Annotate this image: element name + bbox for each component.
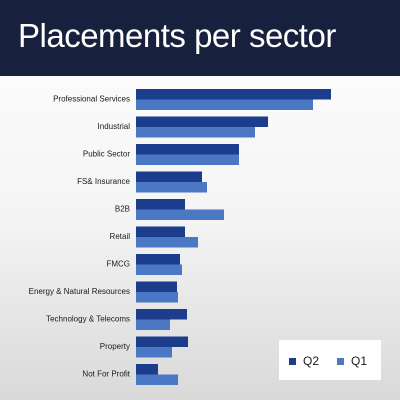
bar-q1-public-sector [136,154,239,165]
category-label-professional-services: Professional Services [53,95,130,104]
category-label-fmcg: FMCG [106,260,130,269]
category-label-public-sector: Public Sector [83,150,130,159]
legend-item-q1: Q1 [337,354,367,368]
bar-q1-technology-telecoms [136,319,170,330]
bar-q1-not-for-profit [136,374,178,385]
bar-q1-energy-natural-resources [136,292,178,303]
category-label-fs-insurance: FS& Insurance [77,177,130,186]
bar-q1-fs-insurance [136,182,207,193]
bar-q2-not-for-profit [136,364,158,375]
category-label-retail: Retail [110,232,131,241]
bar-q2-fmcg [136,254,180,265]
bar-q2-industrial [136,116,268,127]
bar-q2-public-sector [136,144,239,155]
legend: Q2 Q1 [279,340,381,380]
bar-q2-professional-services [136,89,331,100]
bar-q2-energy-natural-resources [136,281,177,292]
category-label-energy-natural-resources: Energy & Natural Resources [29,287,130,296]
bar-q1-fmcg [136,264,182,275]
category-label-not-for-profit: Not For Profit [82,370,130,379]
bar-q2-technology-telecoms [136,309,187,320]
category-label-property: Property [100,342,130,351]
bar-q1-industrial [136,127,255,138]
bar-q2-retail [136,226,185,237]
chart-title: Placements per sector [18,17,336,54]
legend-item-q2: Q2 [289,354,319,368]
category-label-technology-telecoms: Technology & Telecoms [46,315,130,324]
bar-q1-retail [136,237,198,248]
legend-label-q2: Q2 [303,354,320,368]
legend-swatch-q1 [337,357,344,365]
legend-swatch-q2 [289,357,296,365]
bar-q2-property [136,336,188,347]
bar-q1-property [136,347,172,358]
bar-q1-professional-services [136,99,313,110]
bar-q2-b2b [136,199,185,210]
bar-chart: Professional Services Industrial Public Se… [29,89,331,385]
category-label-industrial: Industrial [98,122,131,131]
bar-q2-fs-insurance [136,171,202,182]
category-label-b2b: B2B [115,205,130,214]
legend-label-q1: Q1 [351,354,368,368]
bar-q1-b2b [136,209,224,220]
title-bar: Placements per sector [0,0,400,76]
